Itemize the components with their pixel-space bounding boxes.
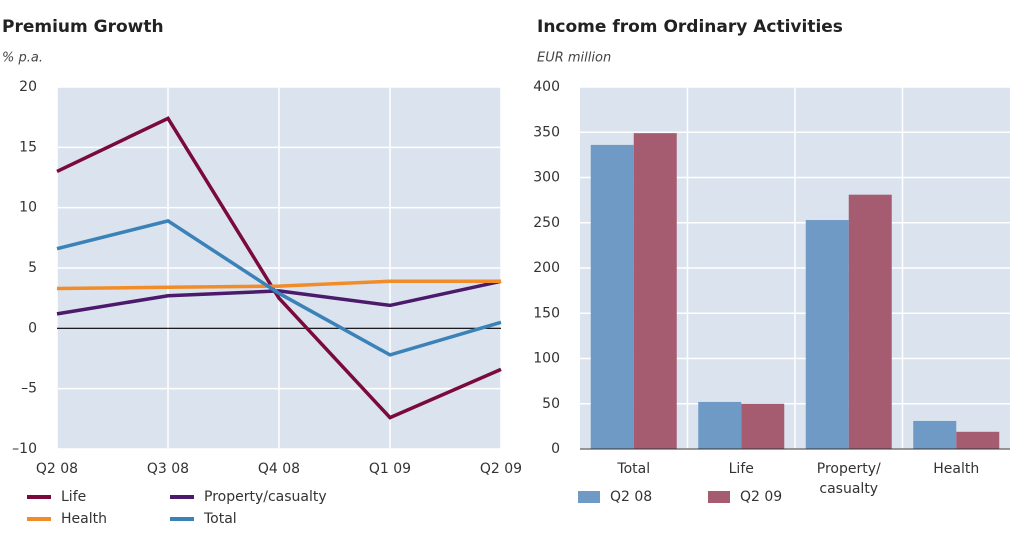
bar — [848, 194, 892, 449]
y-tick-label: 20 — [19, 79, 37, 95]
chart-title: Income from Ordinary Activities — [537, 17, 843, 37]
y-tick-label: 350 — [533, 124, 560, 140]
legend-label: Health — [61, 511, 107, 527]
legend-label: Total — [203, 511, 237, 527]
line-series — [56, 219, 502, 357]
x-tick-label-line: casualty — [819, 481, 878, 497]
bar — [633, 133, 677, 449]
legend-swatch — [578, 491, 600, 503]
line-series — [56, 279, 501, 291]
legend-label: Q2 08 — [610, 489, 652, 505]
x-tick-label: Q4 08 — [258, 461, 300, 477]
bar — [913, 420, 957, 449]
y-tick-label: 150 — [533, 305, 560, 321]
y-tick-label: 250 — [533, 215, 560, 231]
x-tick-label: Q2 09 — [480, 461, 522, 477]
y-tick-label: 400 — [533, 79, 560, 95]
y-tick-label: 200 — [533, 260, 560, 276]
y-tick-label: 5 — [28, 260, 37, 276]
x-tick-label: Property/casualty — [817, 461, 881, 497]
x-tick-label: Q1 09 — [369, 461, 411, 477]
x-tick-label: Q3 08 — [147, 461, 189, 477]
bar — [590, 144, 634, 450]
legend-label: Life — [61, 489, 86, 505]
y-tick-label: 50 — [542, 396, 560, 412]
y-tick-label: 15 — [19, 139, 37, 155]
x-tick-label: Total — [616, 461, 650, 477]
line-series — [56, 279, 502, 316]
bar — [741, 403, 785, 449]
y-tick-label: 0 — [28, 320, 37, 336]
x-tick-label: Health — [933, 461, 979, 477]
y-tick-label: 10 — [19, 200, 37, 216]
legend-label: Property/casualty — [204, 489, 327, 505]
y-tick-label: 0 — [551, 441, 560, 457]
bar — [956, 431, 1000, 449]
line-series — [56, 116, 502, 420]
y-tick-label: 300 — [533, 170, 560, 186]
x-tick-label: Life — [729, 461, 754, 477]
bar — [698, 401, 742, 449]
x-tick-label-line: Property/ — [817, 461, 881, 477]
y-tick-label: –10 — [12, 441, 37, 457]
legend-label: Q2 09 — [740, 489, 782, 505]
y-axis-label: EUR million — [537, 51, 611, 66]
y-tick-label: –5 — [21, 381, 37, 397]
legend-swatch — [708, 491, 730, 503]
bar — [805, 220, 849, 449]
y-axis-label: % p.a. — [2, 51, 43, 66]
x-tick-label: Q2 08 — [36, 461, 78, 477]
y-tick-label: 100 — [533, 351, 560, 367]
chart-title: Premium Growth — [2, 17, 164, 37]
